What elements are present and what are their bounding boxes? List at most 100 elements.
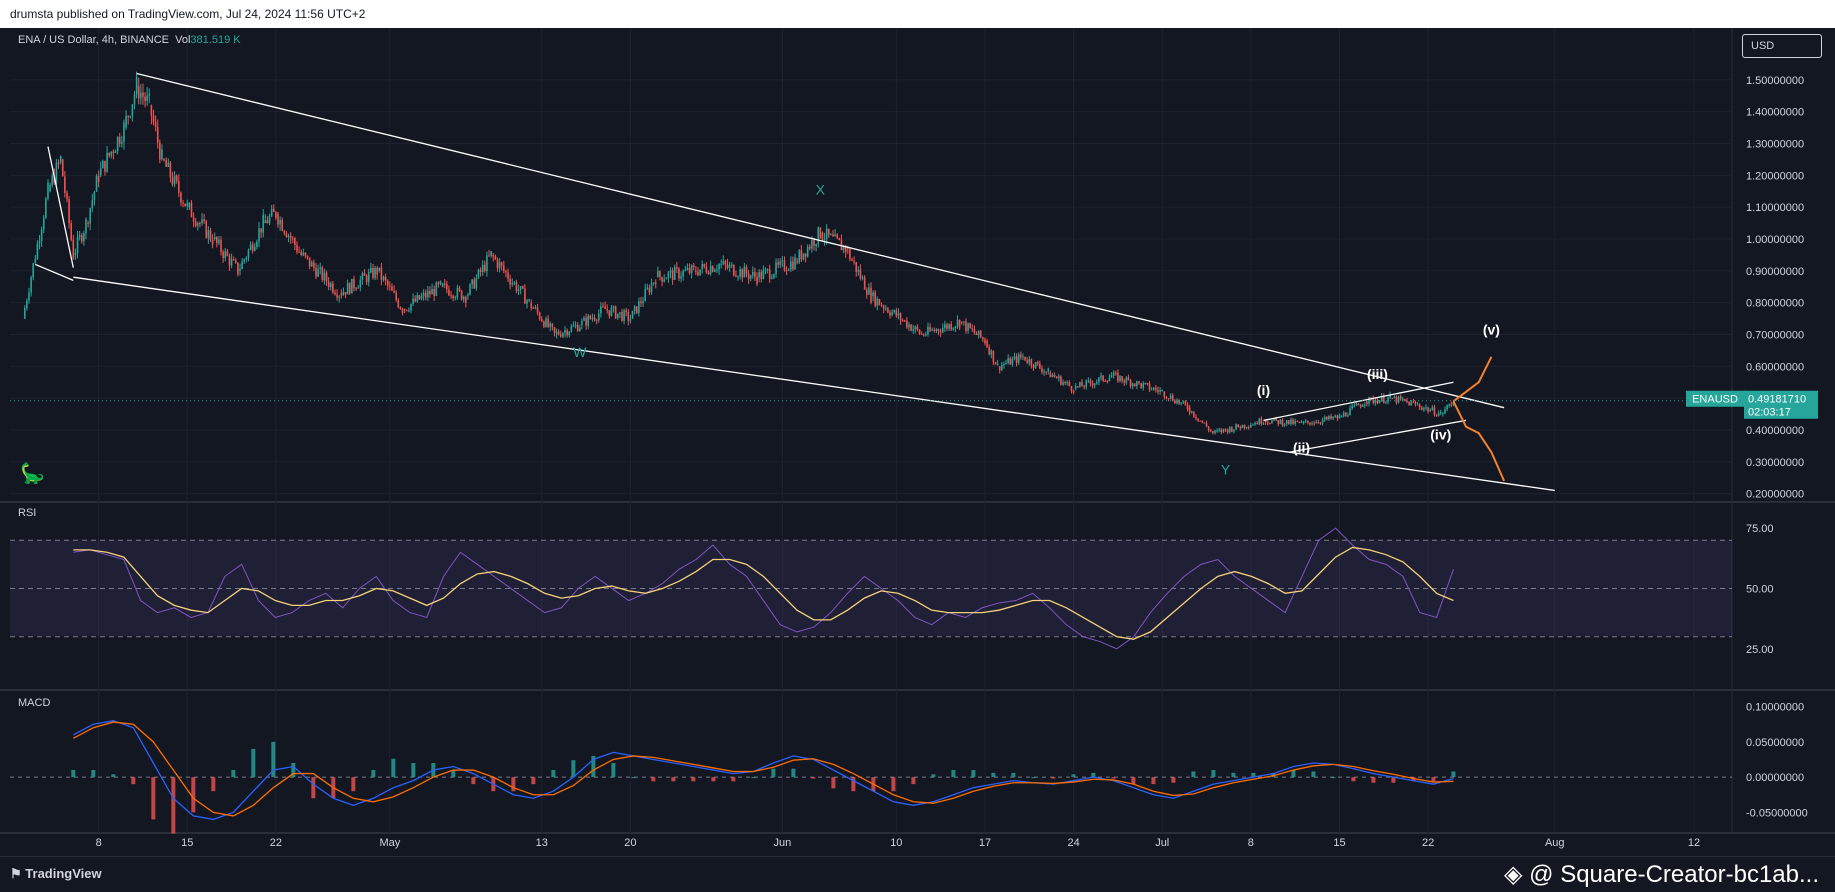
- symbol-legend[interactable]: ENA / US Dollar, 4h, BINANCE Vol381.519 …: [18, 34, 241, 46]
- candle-body: [916, 326, 919, 330]
- candle-body: [226, 251, 229, 256]
- candle-body: [1142, 383, 1145, 388]
- candle-body: [247, 249, 250, 258]
- candle-body: [359, 279, 362, 288]
- macd-histogram-bar: [291, 763, 296, 778]
- candle-body: [1123, 380, 1126, 383]
- candle-body: [593, 317, 596, 320]
- candle-body: [408, 310, 410, 312]
- candle-body: [1444, 409, 1446, 414]
- tradingview-logo[interactable]: ⚑ TradingView: [10, 866, 102, 882]
- macd-histogram-bar: [1111, 777, 1116, 779]
- upper-trendline: [136, 72, 1505, 409]
- candle-body: [23, 308, 26, 319]
- candle-body: [1009, 358, 1012, 365]
- candle-body: [730, 264, 733, 266]
- candle-body: [123, 122, 125, 143]
- candle-body: [969, 323, 971, 329]
- candle-body: [1114, 372, 1117, 374]
- volume-label: Vol: [175, 34, 191, 46]
- candle-body: [395, 292, 397, 300]
- candle-body: [1330, 415, 1332, 419]
- candle-body: [1383, 395, 1385, 403]
- macd-histogram-bar: [1331, 777, 1336, 779]
- candle-body: [61, 159, 64, 177]
- macd-histogram-bar: [591, 755, 596, 778]
- currency-button[interactable]: USD: [1742, 34, 1822, 58]
- candle-body: [68, 199, 70, 224]
- candle-body: [608, 310, 611, 316]
- chart-svg[interactable]: 8 15 22 May 13 20 Jun 10 17 24 Jul 8 15 22 Aug 12 1.5000…: [0, 28, 1835, 856]
- candle-body: [26, 300, 28, 309]
- candle-body: [728, 265, 731, 268]
- macd-histogram-bar: [1151, 777, 1156, 785]
- candle-body: [1081, 382, 1083, 387]
- candle-body: [137, 86, 140, 99]
- candle-body: [1307, 420, 1309, 423]
- rsi-tick-label: 75.00: [1746, 523, 1774, 535]
- candle-body: [515, 282, 518, 292]
- candle-body: [1001, 364, 1003, 370]
- candle-body: [1345, 412, 1347, 416]
- candle-body: [272, 209, 275, 213]
- candle-body: [289, 235, 292, 239]
- candle-body: [528, 299, 530, 301]
- candle-body: [186, 202, 189, 207]
- candle-body: [1290, 419, 1292, 424]
- wave-label: Y: [1221, 462, 1231, 478]
- candle-body: [604, 306, 606, 309]
- candle-body: [1429, 410, 1432, 412]
- candle-body: [1349, 408, 1351, 416]
- candle-body: [281, 219, 284, 231]
- candle-body: [726, 264, 729, 268]
- candle-body: [1043, 371, 1045, 373]
- candle-body: [334, 292, 336, 295]
- candle-body: [1281, 419, 1284, 426]
- candle-body: [922, 334, 925, 336]
- candle-body: [530, 302, 533, 308]
- candle-body: [720, 263, 722, 265]
- candle-body: [270, 209, 273, 217]
- candle-body: [1406, 400, 1408, 402]
- candle-body: [1102, 375, 1104, 381]
- candle-body: [650, 283, 653, 293]
- candle-body: [460, 290, 463, 300]
- wedge-a: [47, 146, 74, 268]
- candle-body: [1222, 428, 1225, 433]
- macd-histogram-bar: [1171, 777, 1176, 783]
- projection-down-path: [1452, 400, 1506, 482]
- candle-body: [950, 324, 952, 330]
- candle-body: [80, 235, 83, 242]
- lower-trendline: [73, 276, 1555, 492]
- time-tick-label: 8: [96, 837, 102, 849]
- candle-body: [1224, 428, 1227, 430]
- candle-body: [89, 208, 91, 224]
- candle-body: [378, 267, 381, 271]
- candle-body: [384, 276, 387, 281]
- candle-body: [83, 233, 85, 242]
- candle-body: [1271, 420, 1273, 424]
- candle-body: [222, 252, 224, 258]
- candle-body: [600, 306, 602, 314]
- candle-body: [865, 289, 868, 295]
- candle-body: [192, 217, 195, 222]
- candle-body: [249, 244, 252, 250]
- candle-body: [163, 159, 165, 161]
- candle-body: [517, 289, 520, 292]
- candle-body: [1342, 412, 1345, 417]
- candle-body: [32, 263, 35, 278]
- candle-body: [880, 305, 883, 307]
- candle-body: [1368, 397, 1370, 404]
- candle-body: [102, 160, 104, 169]
- candle-body: [1372, 398, 1375, 403]
- candle-body: [372, 267, 374, 278]
- time-tick-label: May: [379, 837, 400, 849]
- candle-body: [1146, 383, 1149, 385]
- candle-body: [393, 290, 395, 293]
- candle-body: [108, 152, 110, 156]
- candle-body: [1425, 407, 1427, 409]
- candle-body: [545, 318, 547, 327]
- candle-body: [1169, 395, 1172, 399]
- candle-body: [258, 228, 260, 242]
- macd-histogram-bar: [91, 770, 96, 778]
